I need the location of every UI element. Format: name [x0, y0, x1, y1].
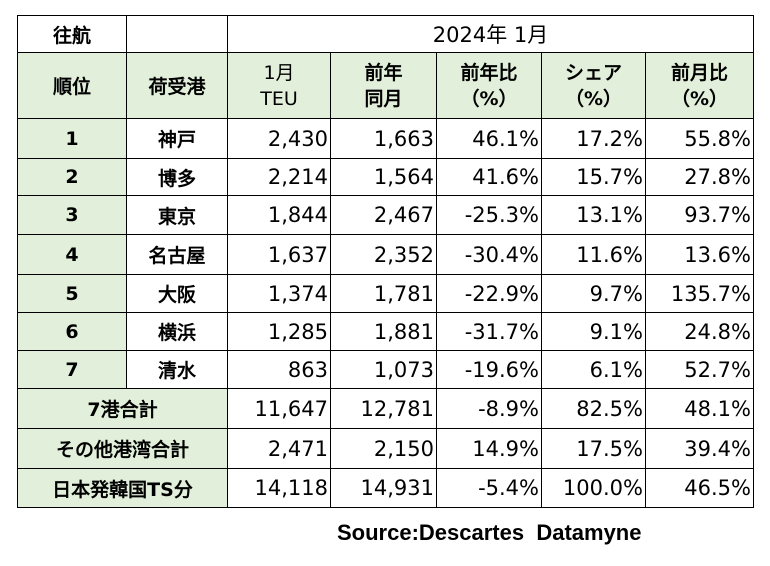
prev-year-cell: 2,467: [330, 195, 437, 235]
col-header-teu-line1: 1月: [263, 61, 295, 84]
col-header-mom: 前月比 （%）: [645, 52, 754, 119]
mom-cell: 93.7%: [645, 195, 754, 235]
col-header-share-line2: （%）: [564, 87, 623, 110]
col-header-prev-year-line2: 同月: [364, 87, 403, 110]
port-cell: 神戸: [126, 118, 228, 159]
yoy-cell: -22.9%: [436, 274, 542, 313]
share-cell: 11.6%: [541, 234, 646, 275]
rank-cell: 7: [17, 350, 127, 389]
yoy-cell: -25.3%: [436, 195, 542, 235]
col-header-yoy-line2: （%）: [460, 87, 518, 110]
total-label: 7港合計: [17, 388, 228, 429]
source-note: Source:Descartes Datamyne: [337, 520, 642, 545]
prev-year-cell: 2,150: [330, 428, 437, 469]
mom-cell: 48.1%: [645, 388, 754, 429]
yoy-cell: 41.6%: [436, 158, 542, 196]
teu-cell: 1,374: [227, 274, 331, 313]
port-cell: 博多: [126, 158, 228, 196]
teu-cell: 1,637: [227, 234, 331, 275]
col-header-prev-year-line1: 前年: [364, 61, 403, 84]
prev-year-cell: 14,931: [330, 468, 437, 508]
period-title: 2024年 1月: [227, 15, 754, 53]
col-header-yoy-line1: 前年比: [460, 61, 518, 84]
col-header-yoy: 前年比 （%）: [436, 52, 542, 119]
yoy-cell: -5.4%: [436, 468, 542, 508]
table-row: 4 名古屋 1,637 2,352 -30.4% 11.6% 13.6%: [17, 234, 754, 275]
share-cell: 6.1%: [541, 350, 646, 389]
prev-year-cell: 1,781: [330, 274, 437, 313]
share-cell: 15.7%: [541, 158, 646, 196]
yoy-cell: -30.4%: [436, 234, 542, 275]
port-ranking-table: 往航 2024年 1月 順位 荷受港 1月 TEU 前年 同月 前年比 （%） …: [17, 15, 754, 508]
col-header-prev-year: 前年 同月: [330, 52, 437, 119]
col-header-mom-line1: 前月比: [670, 61, 728, 84]
total-row: 7港合計 11,647 12,781 -8.9% 82.5% 48.1%: [17, 388, 754, 429]
mom-cell: 27.8%: [645, 158, 754, 196]
table-row: 1 神戸 2,430 1,663 46.1% 17.2% 55.8%: [17, 118, 754, 159]
mom-cell: 13.6%: [645, 234, 754, 275]
teu-cell: 14,118: [227, 468, 331, 508]
col-header-share-line1: シェア: [564, 61, 622, 84]
mom-cell: 55.8%: [645, 118, 754, 159]
mom-cell: 39.4%: [645, 428, 754, 469]
share-cell: 13.1%: [541, 195, 646, 235]
prev-year-cell: 1,564: [330, 158, 437, 196]
teu-cell: 863: [227, 350, 331, 389]
port-cell: 清水: [126, 350, 228, 389]
share-cell: 82.5%: [541, 388, 646, 429]
rank-cell: 3: [17, 195, 127, 235]
rank-cell: 2: [17, 158, 127, 196]
share-cell: 17.2%: [541, 118, 646, 159]
share-cell: 9.7%: [541, 274, 646, 313]
table-row: 7 清水 863 1,073 -19.6% 6.1% 52.7%: [17, 350, 754, 389]
mom-cell: 135.7%: [645, 274, 754, 313]
col-header-teu: 1月 TEU: [227, 52, 331, 119]
mom-cell: 46.5%: [645, 468, 754, 508]
col-header-teu-line2: TEU: [260, 87, 298, 110]
yoy-cell: -31.7%: [436, 312, 542, 351]
rank-cell: 5: [17, 274, 127, 313]
teu-cell: 2,430: [227, 118, 331, 159]
prev-year-cell: 1,881: [330, 312, 437, 351]
total-label: その他港湾合計: [17, 428, 228, 469]
table-row: 2 博多 2,214 1,564 41.6% 15.7% 27.8%: [17, 158, 754, 196]
prev-year-cell: 1,663: [330, 118, 437, 159]
teu-cell: 1,844: [227, 195, 331, 235]
yoy-cell: 46.1%: [436, 118, 542, 159]
direction-label: 往航: [17, 15, 127, 53]
col-header-rank: 順位: [17, 52, 127, 119]
rank-cell: 6: [17, 312, 127, 351]
port-cell: 大阪: [126, 274, 228, 313]
total-row: 日本発韓国TS分 14,118 14,931 -5.4% 100.0% 46.5…: [17, 468, 754, 508]
total-label: 日本発韓国TS分: [17, 468, 228, 508]
port-cell: 横浜: [126, 312, 228, 351]
col-header-share: シェア （%）: [541, 52, 646, 119]
share-cell: 100.0%: [541, 468, 646, 508]
table-row: 6 横浜 1,285 1,881 -31.7% 9.1% 24.8%: [17, 312, 754, 351]
port-cell: 名古屋: [126, 234, 228, 275]
mom-cell: 52.7%: [645, 350, 754, 389]
yoy-cell: -19.6%: [436, 350, 542, 389]
share-cell: 9.1%: [541, 312, 646, 351]
table-row: 3 東京 1,844 2,467 -25.3% 13.1% 93.7%: [17, 195, 754, 235]
prev-year-cell: 12,781: [330, 388, 437, 429]
yoy-cell: 14.9%: [436, 428, 542, 469]
mom-cell: 24.8%: [645, 312, 754, 351]
blank-cell: [126, 15, 228, 53]
yoy-cell: -8.9%: [436, 388, 542, 429]
table-row: 5 大阪 1,374 1,781 -22.9% 9.7% 135.7%: [17, 274, 754, 313]
total-row: その他港湾合計 2,471 2,150 14.9% 17.5% 39.4%: [17, 428, 754, 469]
rank-cell: 1: [17, 118, 127, 159]
col-header-port: 荷受港: [126, 52, 228, 119]
teu-cell: 1,285: [227, 312, 331, 351]
teu-cell: 2,471: [227, 428, 331, 469]
prev-year-cell: 2,352: [330, 234, 437, 275]
port-cell: 東京: [126, 195, 228, 235]
teu-cell: 11,647: [227, 388, 331, 429]
share-cell: 17.5%: [541, 428, 646, 469]
col-header-mom-line2: （%）: [670, 87, 729, 110]
prev-year-cell: 1,073: [330, 350, 437, 389]
teu-cell: 2,214: [227, 158, 331, 196]
rank-cell: 4: [17, 234, 127, 275]
